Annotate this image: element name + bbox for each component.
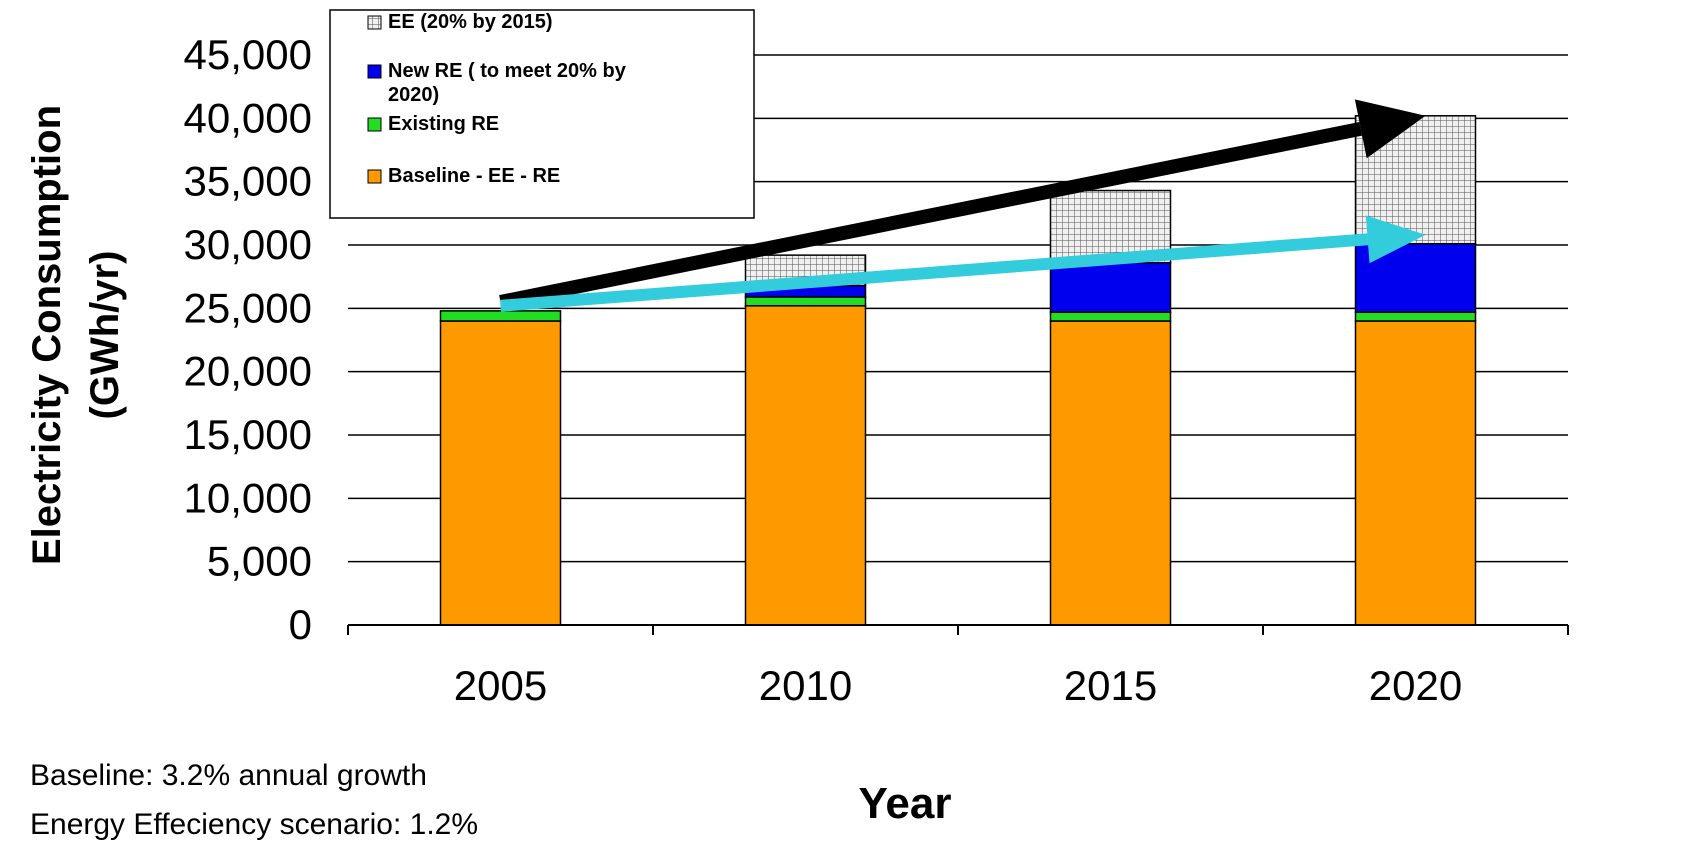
legend-swatch-0 <box>367 169 382 184</box>
bar-2005-series-1 <box>439 310 562 322</box>
x-tick-label-2020: 2020 <box>1369 662 1462 709</box>
y-tick-label-20000: 20,000 <box>184 348 312 395</box>
y-tick-label-45000: 45,000 <box>184 31 312 78</box>
y-axis-title-line1: Electricity Consumption <box>25 105 69 565</box>
legend: EE (20% by 2015) New RE ( to meet 20% by2… <box>329 9 755 219</box>
bar-2015-series-0 <box>1049 320 1172 626</box>
bar-2010-series-1 <box>744 296 867 307</box>
y-tick-label-35000: 35,000 <box>184 158 312 205</box>
legend-swatch-1 <box>367 117 382 132</box>
y-tick-label-0: 0 <box>289 601 312 648</box>
trend-arrow-baseline <box>499 99 1426 309</box>
legend-box <box>329 9 755 219</box>
legend-label-2: 2020) <box>388 84 439 106</box>
legend-swatch-2 <box>367 64 382 79</box>
x-axis-title: Year <box>859 779 952 828</box>
y-tick-label-40000: 40,000 <box>184 94 312 141</box>
bar-2015-series-2 <box>1049 261 1172 313</box>
legend-label-0: Baseline - EE - RE <box>388 165 560 187</box>
bar-2020-series-1 <box>1354 311 1477 322</box>
trend-arrow-head <box>1365 215 1426 264</box>
trend-arrow-head <box>1354 99 1426 159</box>
legend-swatch-3 <box>367 15 382 30</box>
bar-2020-series-0 <box>1354 320 1477 626</box>
note-ee-scenario: Energy Effeciency scenario: 1.2% <box>30 808 478 841</box>
bar-2010-series-0 <box>744 305 867 626</box>
trend-arrow-ee-scenario <box>500 215 1426 312</box>
note-baseline-growth: Baseline: 3.2% annual growth <box>30 759 427 792</box>
bar-2015-series-1 <box>1049 311 1172 322</box>
y-tick-label-30000: 30,000 <box>184 221 312 268</box>
legend-label-2: New RE ( to meet 20% by <box>388 60 627 82</box>
trend-arrow-shaft <box>500 233 1369 312</box>
y-tick-label-5000: 5,000 <box>207 538 312 585</box>
x-tick-label-2010: 2010 <box>759 662 852 709</box>
x-tick-label-2015: 2015 <box>1064 662 1157 709</box>
trend-arrow-shaft <box>499 121 1363 309</box>
y-tick-label-10000: 10,000 <box>184 474 312 521</box>
legend-label-3: EE (20% by 2015) <box>388 11 553 33</box>
bar-2005-series-0 <box>439 320 562 626</box>
x-tick-label-2005: 2005 <box>454 662 547 709</box>
y-axis-title-line2: (GWh/yr) <box>83 251 127 420</box>
y-tick-label-15000: 15,000 <box>184 411 312 458</box>
legend-label-1: Existing RE <box>388 113 499 135</box>
y-tick-label-25000: 25,000 <box>184 284 312 331</box>
